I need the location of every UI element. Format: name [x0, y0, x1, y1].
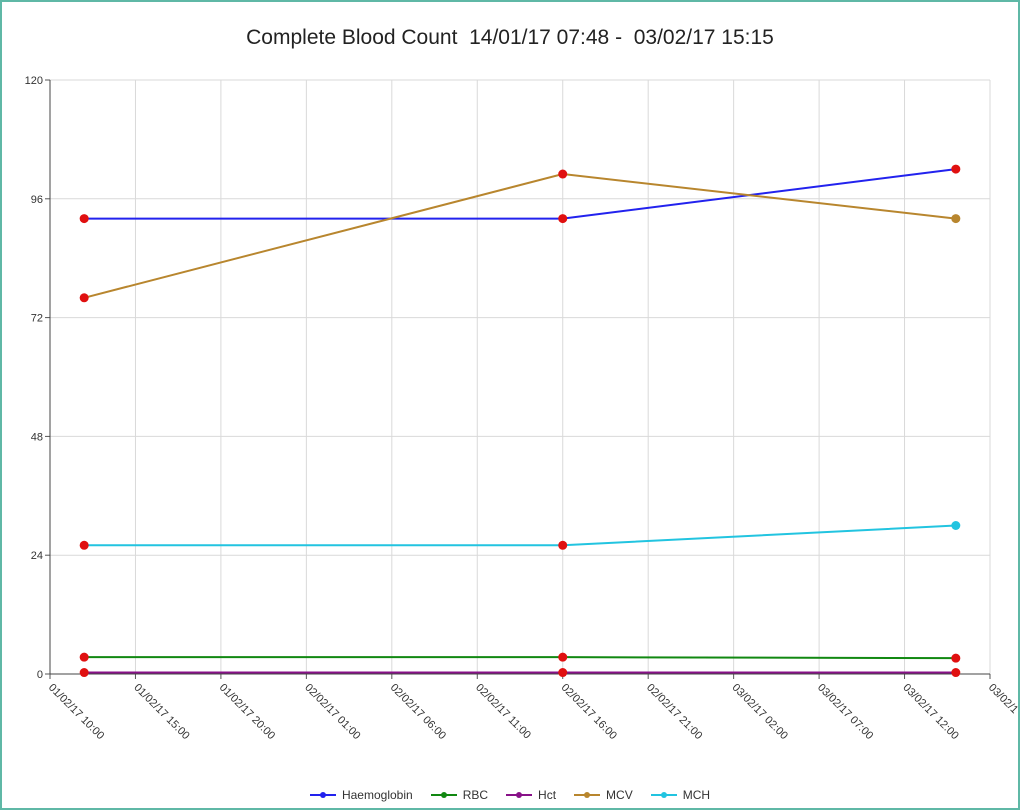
- x-tick-label: 02/02/17 11:00: [473, 682, 533, 742]
- legend-item-haemoglobin: Haemoglobin: [309, 788, 413, 802]
- x-tick-label: 01/02/17 20:00: [217, 682, 277, 742]
- data-point-mch: [951, 521, 961, 530]
- y-tick-label: 48: [31, 431, 43, 443]
- legend-label-mcv: MCV: [606, 788, 633, 802]
- data-point-mcv: [558, 169, 568, 179]
- y-tick-label: 0: [37, 669, 43, 681]
- data-point-mch: [558, 540, 568, 550]
- legend-label-hct: Hct: [538, 788, 557, 802]
- x-tick-label: 02/02/17 21:00: [644, 682, 704, 742]
- data-point-mcv: [951, 214, 961, 224]
- legend-label-mch: MCH: [682, 788, 711, 802]
- legend-item-hct: Hct: [506, 788, 556, 802]
- data-point-hct: [951, 668, 961, 678]
- x-tick-label: 01/02/17 10:00: [46, 682, 106, 742]
- data-point-hct: [79, 668, 89, 678]
- legend-label-rbc: RBC: [462, 788, 489, 802]
- legend-item-rbc: RBC: [430, 788, 489, 802]
- y-tick-label: 24: [31, 550, 43, 562]
- y-tick-label: 72: [31, 313, 43, 325]
- data-point-haemoglobin: [951, 164, 961, 174]
- legend-swatch-hct: [506, 789, 533, 801]
- x-tick-label: 02/02/17 06:00: [388, 682, 448, 742]
- x-tick-label: 01/02/17 15:00: [131, 682, 191, 742]
- data-point-mch: [79, 540, 89, 550]
- data-point-haemoglobin: [79, 214, 89, 224]
- y-tick-label: 120: [25, 75, 43, 87]
- chart-legend: Haemoglobin RBC Hct MCV MCH: [2, 788, 1018, 802]
- chart-title: Complete Blood Count 14/01/17 07:48 - 03…: [246, 26, 774, 49]
- y-tick-label: 96: [31, 194, 43, 206]
- data-point-rbc: [79, 652, 89, 662]
- data-point-mcv: [79, 293, 89, 303]
- legend-item-mcv: MCV: [574, 788, 633, 802]
- data-point-haemoglobin: [558, 214, 568, 224]
- x-tick-label: 03/02/17 02:00: [730, 682, 790, 742]
- x-tick-label: 03/02/17 12:00: [900, 682, 960, 742]
- legend-swatch-mch: [650, 789, 677, 801]
- x-tick-label: 02/02/17 01:00: [302, 682, 362, 742]
- x-tick-label: 03/02/1: [986, 682, 1018, 716]
- series-line-mcv: [83, 173, 956, 299]
- legend-swatch-rbc: [430, 789, 457, 801]
- series-line-mch: [84, 524, 956, 547]
- x-tick-label: 03/02/17 07:00: [815, 682, 875, 742]
- x-tick-label: 02/02/17 16:00: [559, 682, 619, 742]
- data-point-rbc: [951, 653, 961, 663]
- series-line-haemoglobin: [84, 168, 956, 220]
- series-line-rbc: [84, 656, 956, 660]
- legend-swatch-mcv: [574, 789, 601, 801]
- legend-item-mch: MCH: [650, 788, 711, 802]
- legend-label-haemoglobin: Haemoglobin: [341, 788, 413, 802]
- data-point-hct: [558, 668, 568, 678]
- data-point-rbc: [558, 652, 568, 662]
- legend-swatch-haemoglobin: [309, 789, 336, 801]
